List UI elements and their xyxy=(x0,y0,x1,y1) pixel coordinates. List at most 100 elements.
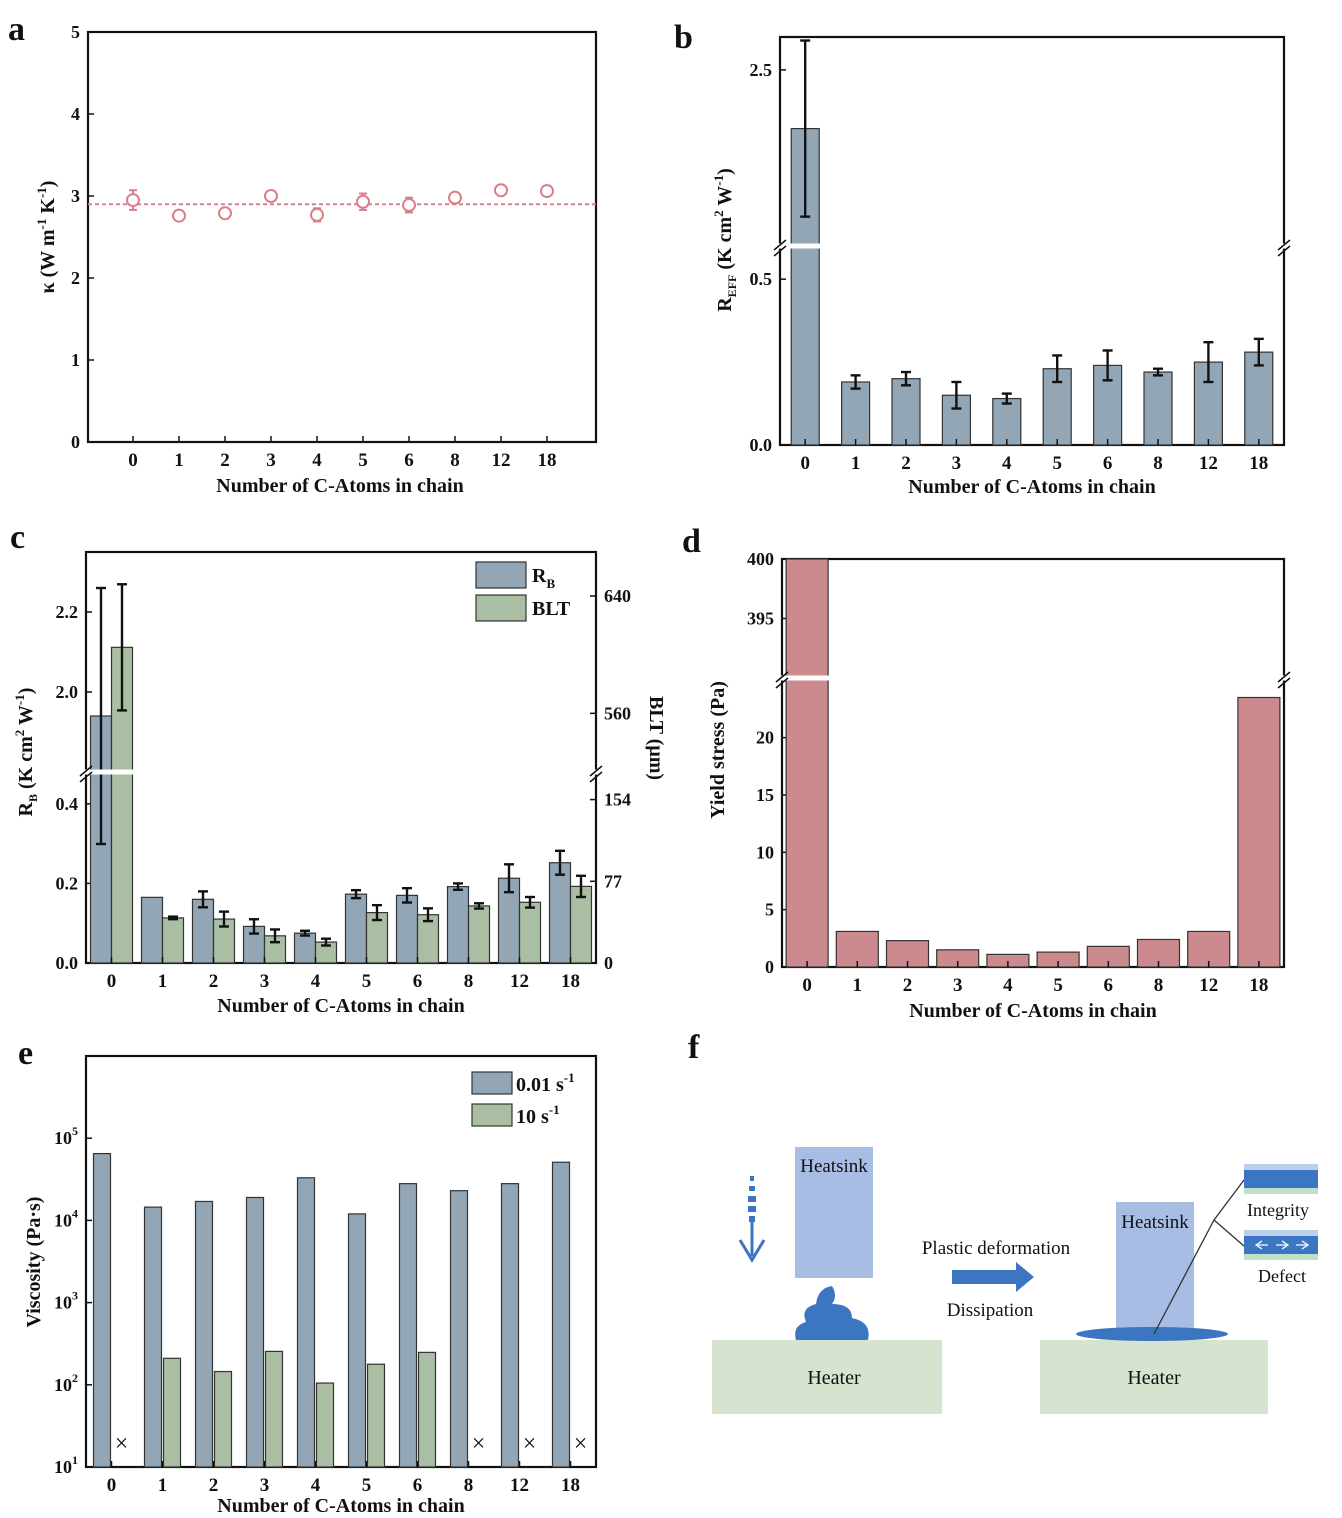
y-tick-label: 104 xyxy=(54,1206,78,1230)
y-tick-label: 4 xyxy=(71,104,80,124)
x-tick-label: 3 xyxy=(260,1475,270,1496)
x-tick-label: 18 xyxy=(561,971,580,992)
bar-rb xyxy=(344,893,368,964)
bar-low-shear xyxy=(143,1206,163,1468)
y-tick-label: 0.4 xyxy=(56,794,79,814)
y-tick-label: 0 xyxy=(765,957,774,977)
bar-high-shear xyxy=(366,1363,386,1468)
axis-break-mark xyxy=(1277,239,1291,251)
axis-break-mark xyxy=(773,239,787,251)
x-axis-label: Number of C-Atoms in chain xyxy=(216,475,463,497)
y-tick-label: 10 xyxy=(756,842,774,862)
y-tick-label: 0 xyxy=(71,432,80,452)
data-point xyxy=(310,207,324,222)
press-down-arrow-icon xyxy=(738,1176,766,1263)
x-tick-label: 3 xyxy=(266,450,276,471)
legend-swatch xyxy=(475,594,527,622)
y-tick-label: 103 xyxy=(54,1289,78,1313)
x-axis-label: Number of C-Atoms in chain xyxy=(217,995,464,1017)
x-tick-label: 5 xyxy=(358,450,368,471)
arrow-top-label: Plastic deformation xyxy=(922,1238,1071,1259)
arrow-bottom-label: Dissipation xyxy=(947,1300,1034,1321)
y-tick-label: 20 xyxy=(756,728,774,748)
x-tick-label: 5 xyxy=(362,971,372,992)
bar-high-shear xyxy=(264,1350,284,1468)
heatsink-left xyxy=(795,1147,873,1278)
y-tick-label: 2.5 xyxy=(750,60,773,80)
x-tick-label: 2 xyxy=(209,971,219,992)
bar-low-shear xyxy=(194,1200,214,1468)
bar-rb xyxy=(446,885,470,964)
y-axis-label: κ (W m-1 K-1) xyxy=(34,181,59,294)
bar xyxy=(992,397,1022,446)
y-tick-label: 0.2 xyxy=(56,873,79,893)
axis-break-mark xyxy=(773,245,787,257)
data-point xyxy=(540,184,554,199)
y-tick-label: 2.0 xyxy=(56,682,79,702)
y2-axis-label: BLT (μm) xyxy=(645,696,667,780)
x-tick-label: 8 xyxy=(1154,975,1164,996)
legend-label: RB xyxy=(532,565,555,591)
bar-low-shear xyxy=(296,1177,316,1468)
y2-tick-label: 640 xyxy=(604,586,631,606)
x-tick-label: 6 xyxy=(413,1475,423,1496)
x-tick-label: 5 xyxy=(362,1475,372,1496)
legend-label: BLT xyxy=(532,598,571,620)
heatsink-left-label: Heatsink xyxy=(800,1156,868,1177)
x-tick-label: 0 xyxy=(128,450,138,471)
x-tick-label: 12 xyxy=(492,450,511,471)
y-axis-label: REFF (K cm2 W-1) xyxy=(711,168,739,312)
data-point xyxy=(448,190,462,205)
integrity-label: Integrity xyxy=(1247,1200,1309,1220)
axis-break-mark xyxy=(589,765,603,777)
missing-data-marker: × xyxy=(523,1431,537,1457)
x-tick-label: 12 xyxy=(1199,453,1218,474)
bar-blt xyxy=(518,901,542,964)
bar xyxy=(1237,696,1281,968)
legend-label: 10 s-1 xyxy=(516,1102,560,1128)
axis-break-mark xyxy=(79,765,93,777)
bar-rb xyxy=(191,898,215,964)
bar-rb xyxy=(548,862,572,964)
x-tick-label: 1 xyxy=(851,453,861,474)
x-axis-label: Number of C-Atoms in chain xyxy=(217,1495,464,1517)
y-tick-label: 3 xyxy=(71,186,80,206)
process-arrow-icon xyxy=(952,1262,1034,1292)
panel-label-c: c xyxy=(10,519,25,556)
y-axis-label: RB (K cm2 W-1) xyxy=(12,688,40,817)
axis-break-mark xyxy=(775,677,789,689)
axis-break-mark xyxy=(589,771,603,783)
heatsink-right xyxy=(1116,1202,1194,1336)
x-tick-label: 6 xyxy=(1104,975,1114,996)
bar-rb xyxy=(140,896,164,964)
plot-frame xyxy=(780,557,1286,969)
y-tick-label: 102 xyxy=(54,1371,78,1395)
x-tick-label: 12 xyxy=(510,1475,529,1496)
x-tick-label: 18 xyxy=(1249,975,1268,996)
y-axis-label: Yield stress (Pa) xyxy=(707,681,729,819)
panel-label-b: b xyxy=(674,19,693,56)
y2-tick-label: 560 xyxy=(604,703,631,723)
x-tick-label: 6 xyxy=(404,450,414,471)
grease-blob-icon xyxy=(795,1286,869,1340)
x-tick-label: 4 xyxy=(1002,453,1012,474)
data-point xyxy=(218,206,232,221)
legend-label: 0.01 s-1 xyxy=(516,1070,575,1096)
x-tick-label: 12 xyxy=(510,971,529,992)
x-tick-label: 18 xyxy=(561,1475,580,1496)
bar xyxy=(840,381,871,446)
x-axis-label: Number of C-Atoms in chain xyxy=(909,1000,1156,1022)
callout-line-2 xyxy=(1213,1219,1245,1247)
x-tick-label: 4 xyxy=(1003,975,1013,996)
plot-frame xyxy=(84,550,598,965)
plot-frame xyxy=(778,35,1286,447)
y-axis-label: Viscosity (Pa·s) xyxy=(23,1197,45,1328)
x-tick-label: 2 xyxy=(901,453,911,474)
bar-low-shear xyxy=(398,1183,418,1468)
x-tick-label: 8 xyxy=(464,971,474,992)
bar-low-shear xyxy=(551,1161,571,1468)
